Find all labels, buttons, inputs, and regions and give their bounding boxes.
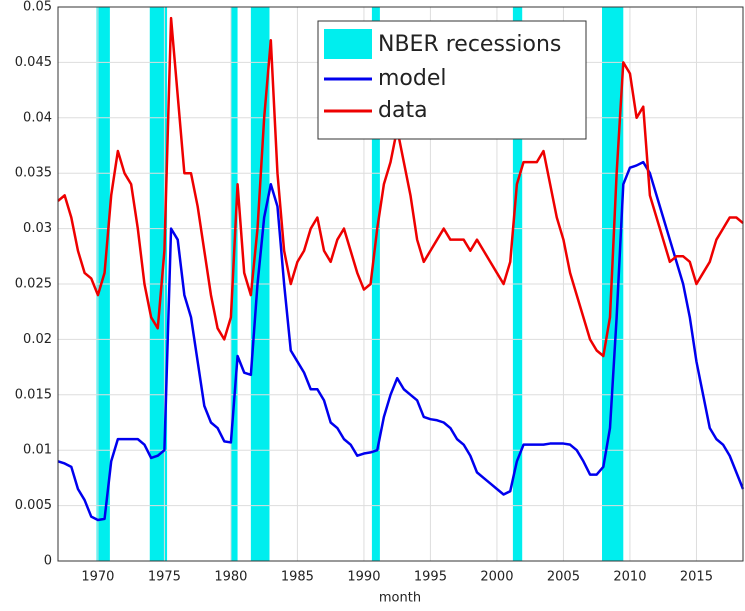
y-tick-label: 0.045 xyxy=(15,55,52,70)
series-line xyxy=(57,160,745,522)
x-tick-label: 1990 xyxy=(347,570,380,585)
legend-label: NBER recessions xyxy=(378,32,561,57)
y-tick-label: 0 xyxy=(44,554,52,569)
x-tick-label: 1970 xyxy=(81,570,114,585)
y-tick-label: 0.03 xyxy=(23,221,52,236)
x-tick-label: 2015 xyxy=(680,570,713,585)
series-line xyxy=(57,16,744,358)
x-tick-label: 1985 xyxy=(281,570,314,585)
y-tick-label: 0.015 xyxy=(15,387,52,402)
y-tick-label: 0.01 xyxy=(23,443,52,458)
x-tick-label: 1980 xyxy=(214,570,247,585)
y-tick-label: 0.005 xyxy=(15,498,52,513)
x-tick-label: 1995 xyxy=(414,570,447,585)
y-tick-label: 0.02 xyxy=(23,332,52,347)
y-tick-label: 0.035 xyxy=(15,166,52,181)
legend-label: data xyxy=(378,98,428,123)
legend-label: model xyxy=(378,66,447,91)
legend-swatch xyxy=(324,29,372,59)
x-tick-label: 1975 xyxy=(148,570,181,585)
y-tick-label: 0.04 xyxy=(23,110,52,125)
x-tick-label: 2010 xyxy=(613,570,646,585)
plot-frame xyxy=(57,6,744,562)
x-axis-label: month xyxy=(379,591,421,606)
x-tick-label: 2000 xyxy=(480,570,513,585)
y-tick-label: 0.025 xyxy=(15,277,52,292)
y-tick-label: 0.05 xyxy=(23,0,52,15)
x-tick-label: 2005 xyxy=(547,570,580,585)
